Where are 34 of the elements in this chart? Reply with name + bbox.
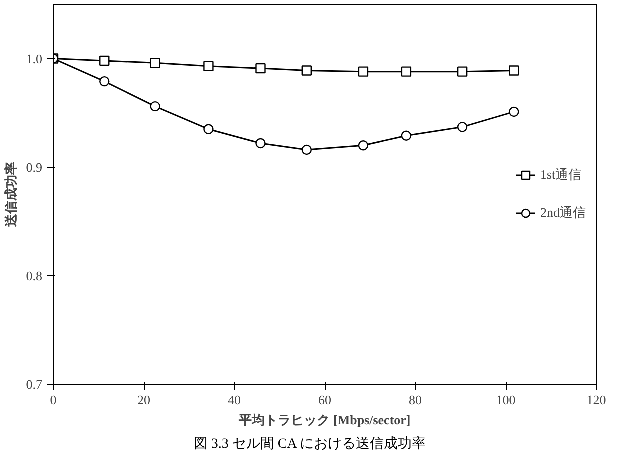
point	[302, 144, 312, 156]
point	[256, 138, 266, 149]
y-tick-label: 0.7	[26, 377, 43, 392]
point	[204, 61, 214, 72]
y-tick-label: 1.0	[26, 51, 42, 66]
legend-label: 2nd通信	[540, 204, 586, 222]
legend-label: 1st通信	[540, 166, 582, 184]
point	[204, 124, 214, 134]
point	[302, 66, 312, 76]
point	[457, 66, 468, 77]
point	[150, 58, 160, 68]
point	[509, 106, 520, 118]
caption: 図 3.3 セル間 CA における送信成功率	[194, 435, 426, 454]
x-tick-label: 100	[496, 392, 516, 408]
point	[256, 63, 266, 74]
point	[401, 130, 412, 141]
y-tick-label: 0.8	[26, 268, 42, 284]
point	[358, 140, 369, 151]
point	[150, 101, 160, 112]
point	[358, 66, 369, 77]
point	[509, 66, 520, 76]
y-tick-label: 0.9	[26, 160, 42, 175]
x-axis-title: 平均トラヒック [Mbps/sector]	[238, 412, 411, 428]
point	[100, 76, 110, 87]
point	[401, 66, 412, 77]
x-tick-label: 20	[138, 392, 150, 408]
x-tick-label: 40	[228, 392, 241, 408]
x-tick-label: 120	[586, 392, 606, 408]
x-tick-label: 60	[318, 392, 332, 408]
point	[100, 56, 110, 66]
x-tick-label: 80	[409, 392, 422, 408]
x-tick-label: 0	[50, 392, 57, 408]
point	[457, 122, 468, 132]
y-axis-title: 送信成功率	[3, 162, 18, 228]
